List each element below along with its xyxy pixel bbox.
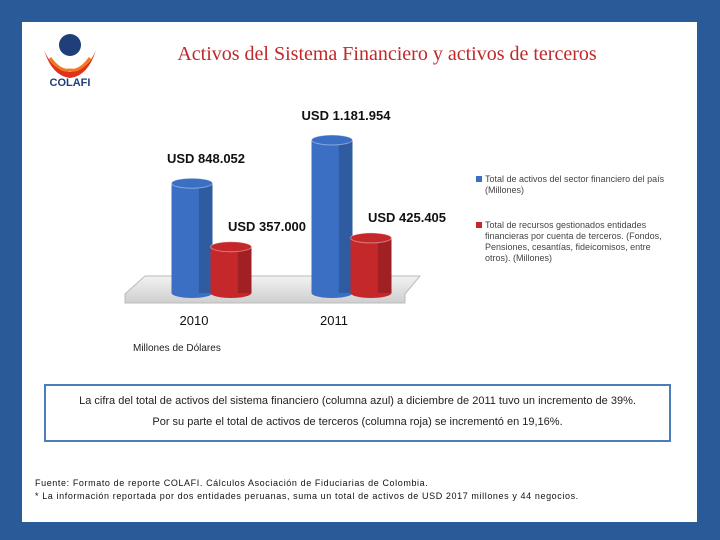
footer: Fuente: Formato de reporte COLAFI. Cálcu… [35,477,579,503]
bar [350,232,392,298]
legend-text: Total de recursos gestionados entidades … [485,220,662,263]
footer-text: Fuente: Formato de reporte COLAFI. Cálcu… [35,478,429,488]
legend-item: Total de activos del sector financiero d… [476,174,666,196]
legend-item: Total de recursos gestionados entidades … [476,220,666,264]
bar-shade [237,246,252,293]
bar-shade [198,183,213,293]
bar-top [350,232,392,244]
bar-body [171,183,213,293]
bar-shade [338,140,353,293]
bar-top [171,177,213,189]
bar-top [210,241,252,253]
x-tick-label: 2010 [180,313,209,328]
bar-bottom [210,288,252,298]
bar [210,241,252,298]
bar-top [311,134,353,146]
note-text: Por su parte el total de activos de terc… [152,416,563,428]
bar-bottom [311,288,353,298]
bar [311,134,353,298]
bar-bottom [171,288,213,298]
footer-text: * La información reportada por dos entid… [35,491,579,501]
legend-swatch [476,176,482,182]
value-label: USD 425.405 [368,210,446,225]
chart-title: Activos del Sistema Financiero y activos… [177,43,597,65]
value-label: USD 357.000 [228,219,306,234]
note-text: La cifra del total de activos del sistem… [79,395,636,407]
logo-icon [44,34,96,78]
bar-body [210,246,252,293]
bar-body [350,237,392,293]
value-label: USD 848.052 [167,151,245,166]
legend-swatch [476,222,482,228]
logo-text: COLAFI [50,77,91,89]
value-label: USD 1.181.954 [302,108,392,123]
y-axis-label: Millones de Dólares [133,343,221,354]
note-box: La cifra del total de activos del sistem… [44,384,671,442]
bar-bottom [350,288,392,298]
x-tick-label: 2011 [320,313,348,328]
bar [171,177,213,298]
legend-text: Total de activos del sector financiero d… [485,174,665,195]
bar-shade [377,237,392,293]
bar-body [311,140,353,293]
